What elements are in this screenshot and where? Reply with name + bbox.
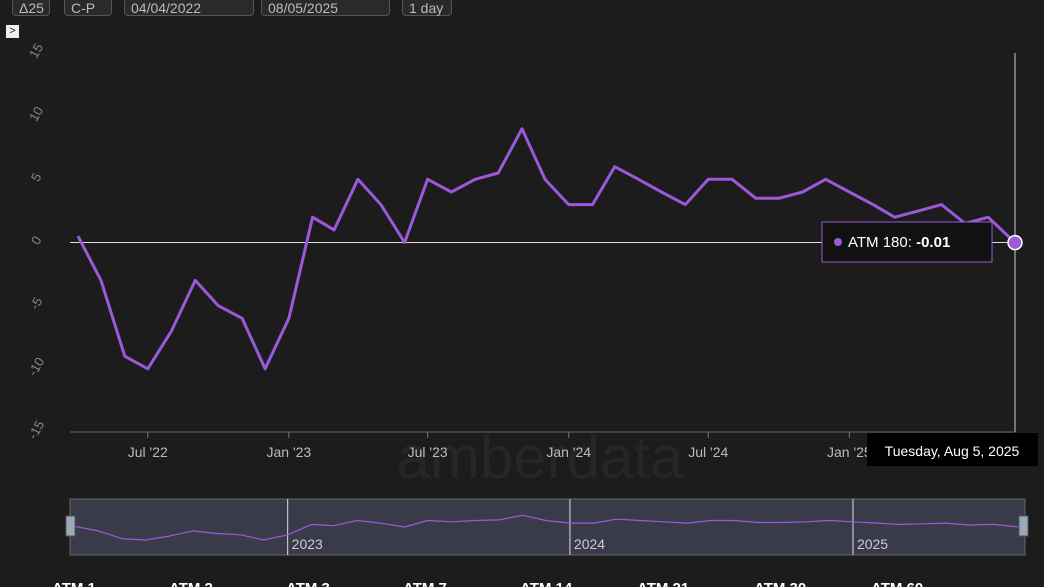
tooltip-series: ATM 180 <box>848 234 908 251</box>
navigator-handle <box>1018 515 1029 537</box>
delta-button[interactable]: Δ25 <box>12 0 50 16</box>
y-tick-label: 0 <box>28 233 45 247</box>
expand-button[interactable]: > <box>6 25 19 38</box>
navigator-label: 2024 <box>574 536 605 552</box>
watermark: amberdata <box>397 424 684 491</box>
x-tick-label: Jan '24 <box>546 444 591 460</box>
tooltip-text: ATM 180: -0.01 <box>848 234 950 251</box>
y-tick-label: 5 <box>28 170 45 184</box>
tooltip-dot <box>834 238 842 246</box>
separator: : <box>908 234 916 251</box>
hover-point <box>1007 234 1023 251</box>
legend-item: ATM 3 <box>286 580 330 587</box>
legend-item: ATM 14 <box>520 580 573 587</box>
legend-item: ATM 60 <box>871 580 923 587</box>
x-tick-label: Jan '23 <box>267 444 312 460</box>
y-tick-label: -15 <box>25 418 47 442</box>
series-line <box>74 514 1021 541</box>
y-tick-label: 10 <box>26 104 46 124</box>
legend-item: ATM 7 <box>403 580 447 587</box>
legend-item: ATM 21 <box>637 580 689 587</box>
end-date[interactable]: 08/05/2025 <box>261 0 390 16</box>
navigator-label: 2025 <box>857 536 888 552</box>
interval-button[interactable]: 1 day <box>402 0 452 16</box>
date-tooltip-box <box>867 433 1038 466</box>
x-tick-label: Jul '24 <box>688 444 728 460</box>
date-tooltip: Tuesday, Aug 5, 2025 <box>885 443 1020 459</box>
series-line <box>76 127 1017 371</box>
navigator-handle <box>65 515 76 537</box>
mode-button[interactable]: C-P <box>64 0 112 16</box>
tooltip-value: -0.01 <box>916 234 950 251</box>
start-date[interactable]: 04/04/2022 <box>124 0 254 16</box>
x-tick-label: Jul '23 <box>408 444 448 460</box>
x-tick-label: Jan '25 <box>827 444 872 460</box>
y-tick-label: -5 <box>27 295 46 313</box>
legend-item: ATM 30 <box>754 580 806 587</box>
legend-item: ATM 1 <box>52 580 96 587</box>
y-tick-label: 15 <box>26 41 46 61</box>
tooltip-box <box>821 221 993 263</box>
navigator <box>69 498 1026 556</box>
y-tick-label: -10 <box>25 355 47 379</box>
legend-item: ATM 2 <box>169 580 213 587</box>
x-tick-label: Jul '22 <box>128 444 168 460</box>
navigator-label: 2023 <box>292 536 323 552</box>
